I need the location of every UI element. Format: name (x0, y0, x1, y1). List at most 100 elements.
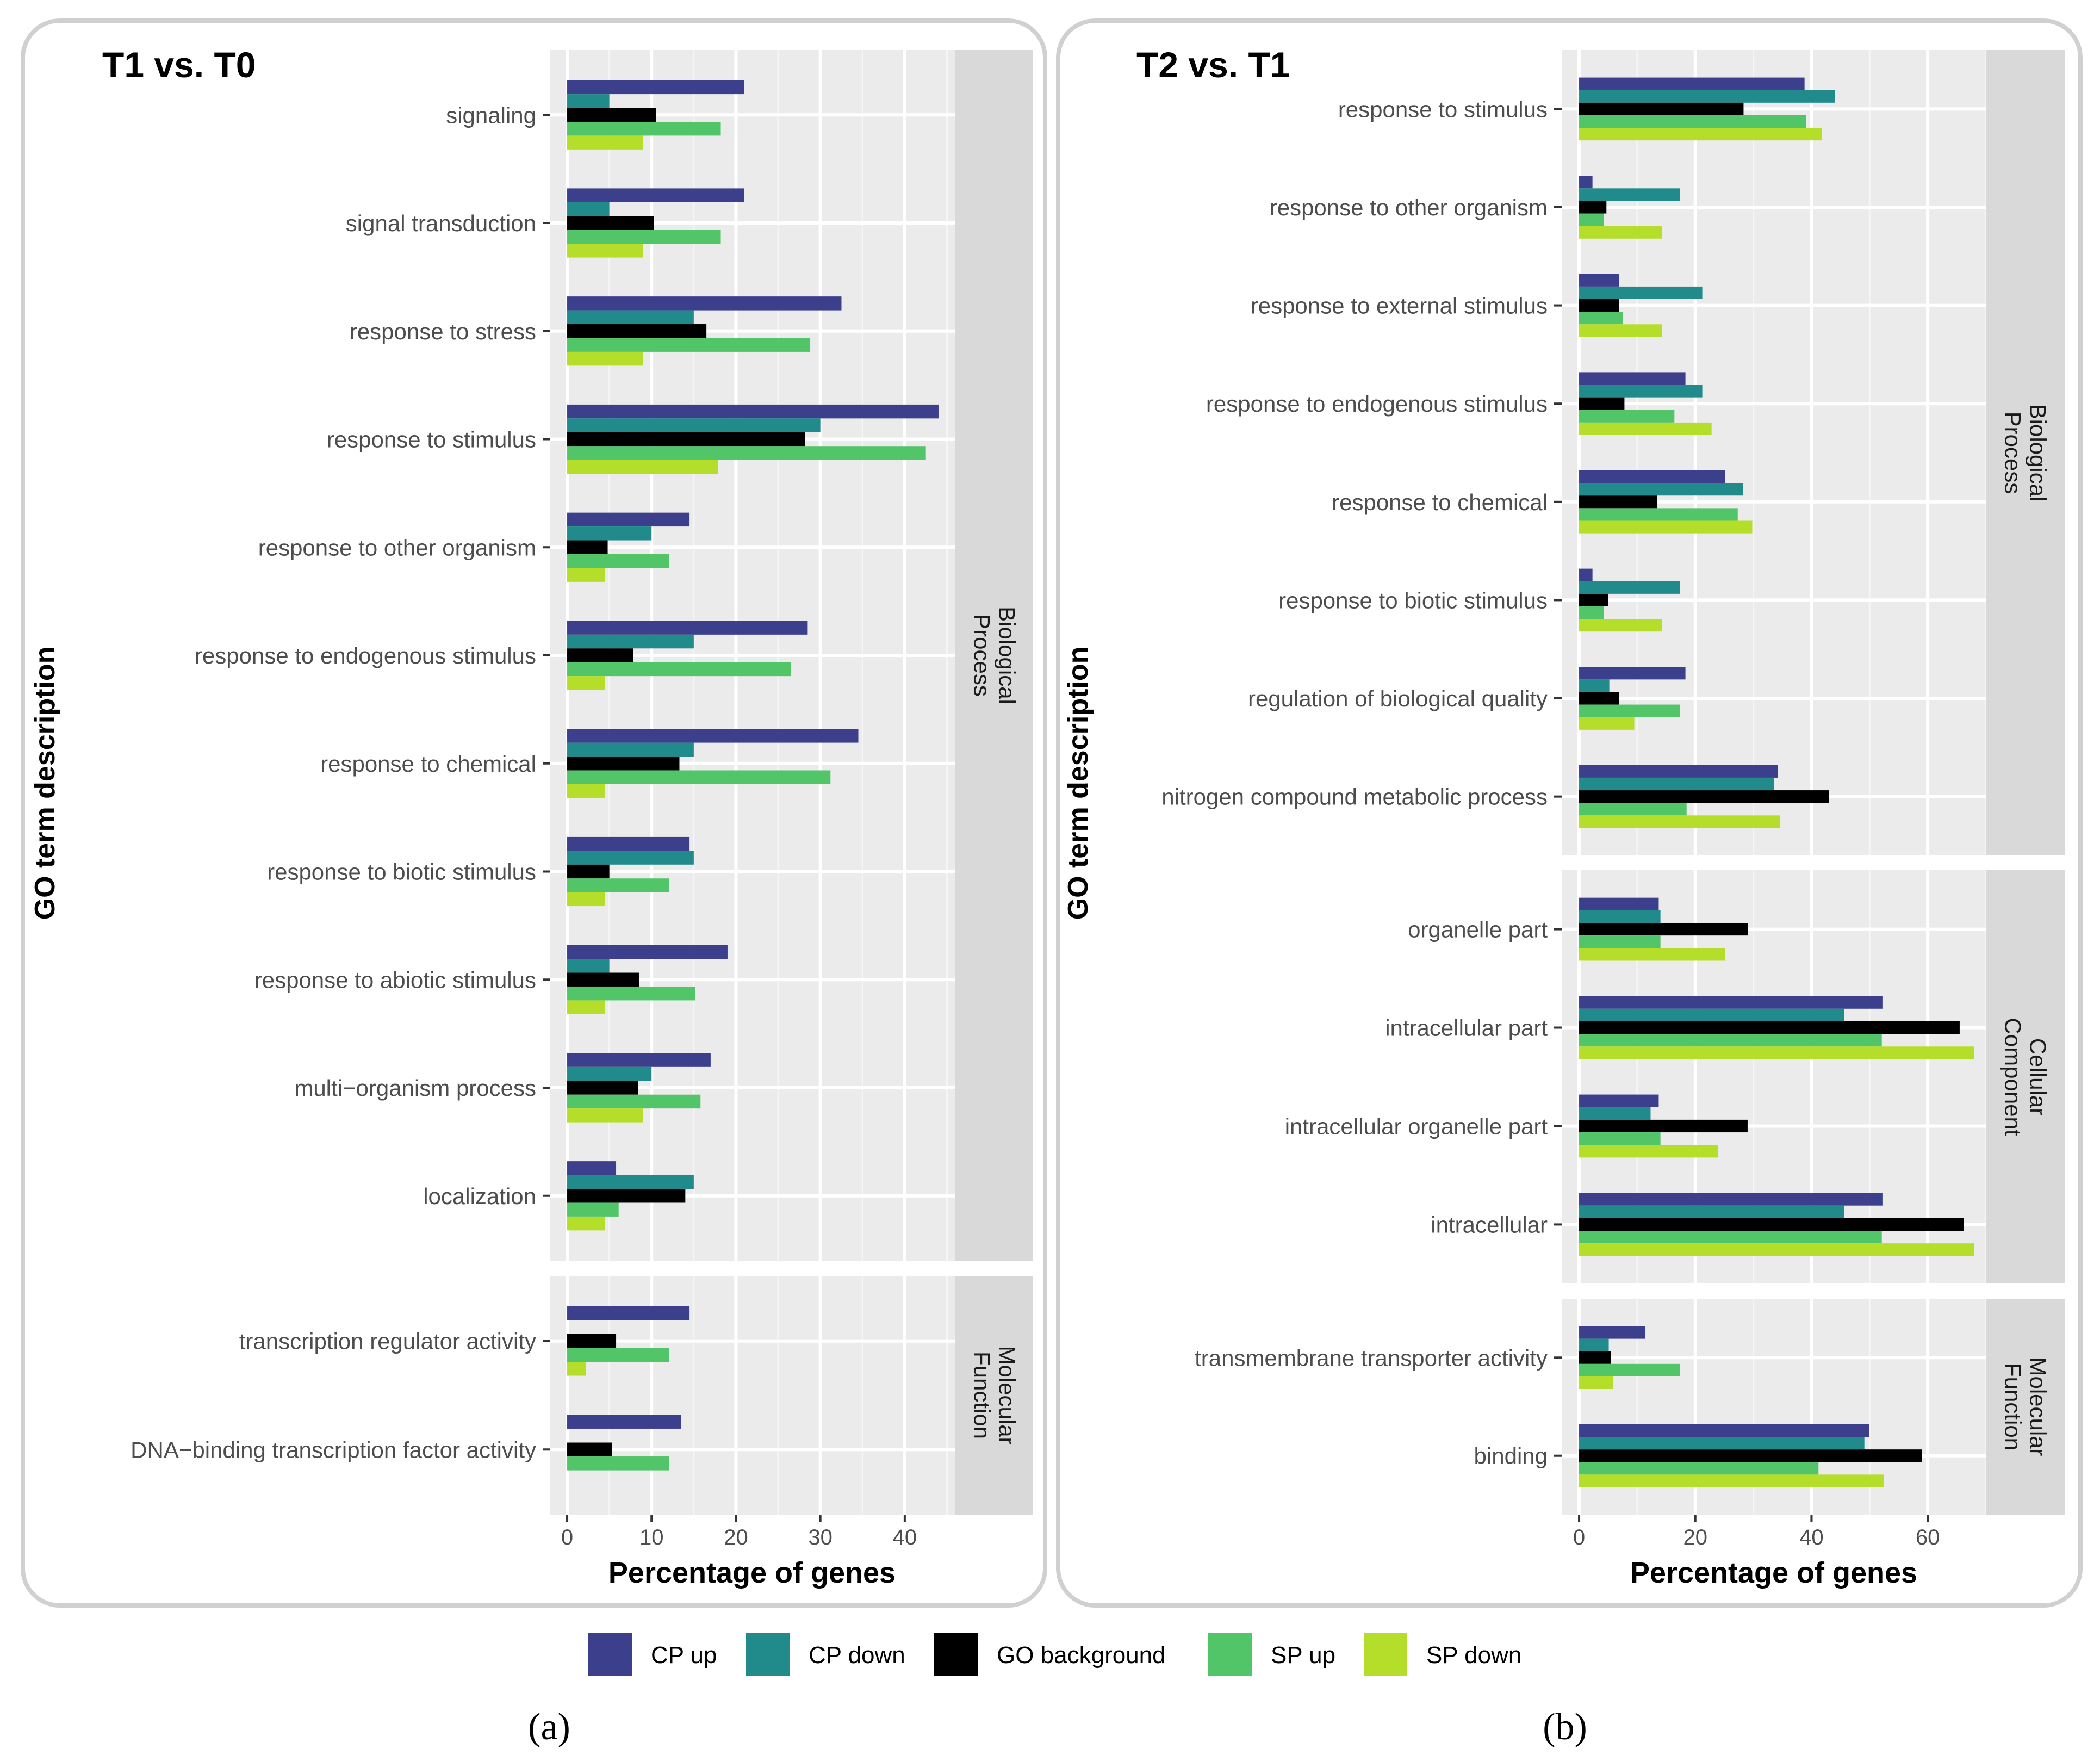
bar-go-background-response-to-endogenous-stimulus (567, 648, 633, 662)
bar-go-background-organelle-part (1579, 922, 1748, 936)
bar-sp-up-response-to-stimulus (1579, 115, 1806, 128)
bar-cp-up-response-to-biotic-stimulus (1579, 568, 1593, 581)
bar-sp-up-binding (1579, 1462, 1819, 1475)
bar-sp-down-response-to-stress (567, 351, 643, 366)
legend-key-sp-up (1208, 1633, 1252, 1676)
category-label-dna-binding-transcription-factor-activity: DNA−binding transcription factor activit… (131, 1437, 536, 1462)
bar-sp-down-intracellular-part (1579, 1046, 1974, 1059)
bar-cp-up-signaling (567, 80, 744, 95)
panel-t1-vs-t0: T1 vs. T0 GO term description Percentage… (21, 18, 1047, 1608)
category-label-signal-transduction: signal transduction (346, 210, 536, 236)
category-label-response-to-stimulus: response to stimulus (327, 427, 536, 452)
legend-item-cp-down: CP down (746, 1633, 905, 1676)
bar-go-background-response-to-endogenous-stimulus (1579, 397, 1625, 410)
legend-label-go-background: GO background (997, 1642, 1166, 1669)
x-tick-label-30: 30 (808, 1526, 832, 1549)
bar-go-background-response-to-chemical (1579, 495, 1657, 509)
x-tick-label-40: 40 (1799, 1526, 1824, 1549)
panel-t2-vs-t1: T2 vs. T1 GO term description Percentage… (1056, 18, 2083, 1608)
bar-sp-up-signal-transduction (567, 230, 721, 244)
facet-strip-background (955, 50, 1033, 1261)
bar-sp-up-response-to-other-organism (1579, 213, 1604, 226)
bar-cp-up-response-to-abiotic-stimulus (567, 945, 728, 959)
chart-b-title: T2 vs. T1 (1136, 45, 1290, 85)
bar-cp-up-localization (567, 1161, 617, 1175)
bar-sp-down-response-to-stimulus (567, 460, 718, 474)
facet-strip-text: Biological (995, 606, 1020, 704)
bar-cp-down-response-to-abiotic-stimulus (567, 959, 610, 973)
legend-key-go-background (934, 1633, 978, 1676)
bar-go-background-transcription-regulator-activity (567, 1334, 617, 1348)
bar-go-background-response-to-chemical (567, 757, 680, 771)
category-label-response-to-biotic-stimulus: response to biotic stimulus (267, 859, 536, 885)
category-label-intracellular-part: intracellular part (1385, 1015, 1548, 1041)
facet-strip-text: Function (970, 1351, 995, 1439)
bar-sp-down-intracellular-organelle-part (1579, 1145, 1718, 1158)
x-tick-label-10: 10 (639, 1526, 664, 1549)
category-label-regulation-of-biological-quality: regulation of biological quality (1248, 686, 1548, 711)
facet-strip-background (955, 1276, 1033, 1515)
bar-cp-up-response-to-other-organism (567, 512, 690, 527)
bar-sp-down-response-to-other-organism (567, 568, 605, 582)
bar-go-background-localization (567, 1189, 686, 1203)
bar-cp-down-multi-organism-process (567, 1066, 652, 1081)
bar-go-background-response-to-stress (567, 324, 707, 338)
chart-b-x-axis: 0 20 40 60 (1573, 1515, 1940, 1549)
legend-item-go-background: GO background (934, 1633, 1166, 1676)
bar-go-background-response-to-abiotic-stimulus (567, 972, 639, 987)
bar-cp-up-response-to-stimulus (1579, 77, 1805, 90)
bar-sp-up-response-to-biotic-stimulus (1579, 606, 1604, 619)
bar-cp-down-response-to-endogenous-stimulus (1579, 385, 1703, 398)
x-tick-label-0: 0 (561, 1526, 573, 1549)
category-label-binding: binding (1474, 1443, 1548, 1469)
bar-cp-down-response-to-stress (567, 310, 694, 325)
bar-go-background-nitrogen-compound-metabolic-process (1579, 790, 1829, 803)
category-label-response-to-external-stimulus: response to external stimulus (1251, 293, 1548, 319)
legend-label-sp-up: SP up (1271, 1642, 1335, 1669)
x-tick-label-0: 0 (1573, 1526, 1585, 1549)
chart-b-y-axis-title: GO term description (1063, 647, 1094, 920)
bar-sp-down-organelle-part (1579, 948, 1725, 961)
category-label-multi-organism-process: multi−organism process (294, 1075, 536, 1101)
facet-strip-text: Function (2000, 1363, 2026, 1450)
x-tick-label-20: 20 (1683, 1526, 1708, 1549)
facet-strip-text: Biological (2026, 404, 2051, 502)
bar-go-background-dna-binding-transcription-factor-activity (567, 1442, 612, 1457)
facet-strip-text: Component (2000, 1018, 2026, 1136)
chart-a-y-axis-title: GO term description (29, 647, 61, 920)
legend-item-cp-up: CP up (588, 1633, 717, 1676)
bar-go-background-response-to-external-stimulus (1579, 299, 1619, 312)
bar-go-background-response-to-other-organism (567, 540, 608, 554)
bar-cp-up-response-to-chemical (567, 729, 859, 743)
bar-cp-up-response-to-other-organism (1579, 176, 1593, 189)
bar-go-background-response-to-stimulus (1579, 102, 1744, 115)
facet-cellular-component: organelle part intracellular part intracel… (1285, 870, 1987, 1283)
facet-molecular-function: transcription regulator activity DNA−bind… (131, 1276, 955, 1515)
category-label-response-to-other-organism: response to other organism (258, 535, 536, 560)
bar-cp-down-response-to-external-stimulus (1579, 286, 1703, 300)
facet-biological-process: signaling signal transduction response to … (195, 50, 955, 1261)
facet-strip-text: Molecular (995, 1345, 1020, 1444)
bar-cp-down-regulation-of-biological-quality (1579, 679, 1610, 692)
bar-sp-up-multi-organism-process (567, 1094, 701, 1109)
bar-sp-down-response-to-chemical (567, 784, 605, 798)
bar-sp-down-response-to-biotic-stimulus (567, 892, 605, 907)
bar-sp-up-intracellular-organelle-part (1579, 1132, 1661, 1145)
bar-cp-up-regulation-of-biological-quality (1579, 667, 1686, 680)
bar-go-background-intracellular-part (1579, 1021, 1960, 1034)
legend: CP up CP down GO background SP up SP down (588, 1633, 1521, 1676)
bar-cp-up-response-to-external-stimulus (1579, 274, 1619, 287)
category-label-transcription-regulator-activity: transcription regulator activity (239, 1329, 536, 1354)
bar-cp-up-transcription-regulator-activity (567, 1306, 690, 1320)
legend-key-cp-down (746, 1633, 790, 1676)
bar-cp-down-response-to-biotic-stimulus (567, 851, 694, 865)
facet-biological-process: response to stimulus response to other or… (1161, 50, 1987, 855)
category-label-response-to-endogenous-stimulus: response to endogenous stimulus (1206, 391, 1548, 417)
chart-a-x-axis: 0 10 20 30 40 (561, 1515, 917, 1549)
bar-cp-up-response-to-chemical (1579, 470, 1725, 483)
